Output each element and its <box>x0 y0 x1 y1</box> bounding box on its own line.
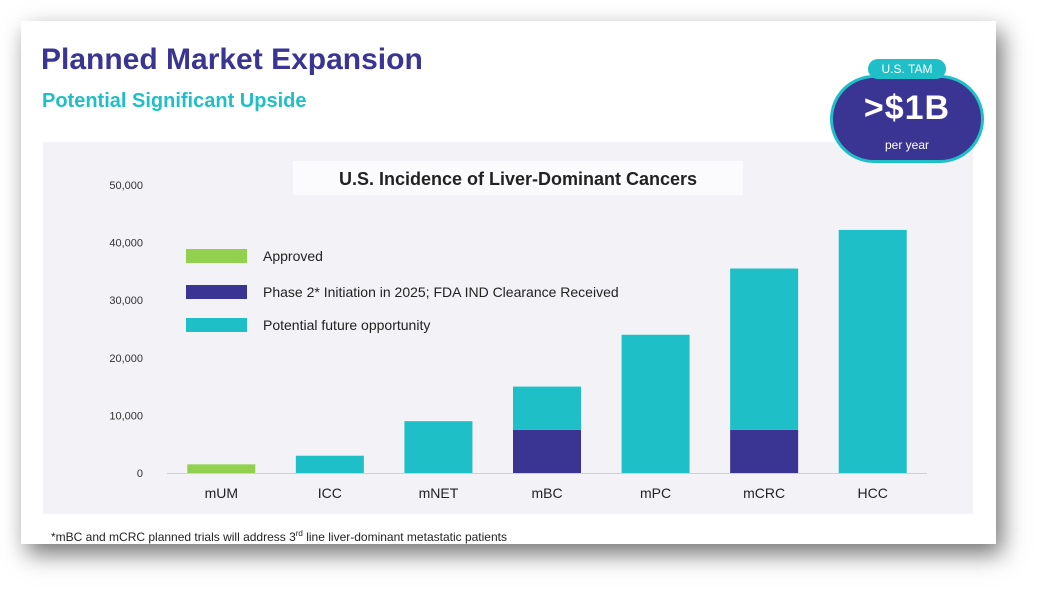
slide: Planned Market Expansion Potential Signi… <box>21 21 996 544</box>
legend-label: Phase 2* Initiation in 2025; FDA IND Cle… <box>263 284 619 300</box>
footnote-text: *mBC and mCRC planned trials will addres… <box>51 530 296 544</box>
legend-label: Approved <box>263 248 323 264</box>
bar-mUM-approved <box>187 464 256 473</box>
tam-unit: per year <box>884 138 930 152</box>
bar-mPC-future <box>621 334 690 473</box>
footnote: *mBC and mCRC planned trials will addres… <box>51 529 507 544</box>
footnote-text-end: line liver-dominant metastatic patients <box>302 530 507 544</box>
bar-mCRC-future <box>730 268 799 430</box>
tam-label: U.S. TAM <box>868 59 946 79</box>
bar-chart: U.S. Incidence of Liver-Dominant Cancers… <box>109 161 927 501</box>
x-tick-label: mCRC <box>743 485 785 501</box>
bar-HCC-future <box>838 229 907 473</box>
bar-ICC-future <box>295 455 364 473</box>
chart-title-box <box>293 161 743 195</box>
legend-swatch-phase2 <box>186 285 247 299</box>
chart-panel: U.S. Incidence of Liver-Dominant Cancers… <box>43 142 973 514</box>
x-tick-label: mPC <box>640 485 671 501</box>
y-tick-label: 30,000 <box>109 295 143 307</box>
tam-value: >$1B <box>863 89 951 127</box>
legend-swatch-future <box>186 318 247 332</box>
y-tick-label: 50,000 <box>109 180 143 192</box>
x-tick-label: mBC <box>531 485 562 501</box>
page-title: Planned Market Expansion <box>41 43 423 76</box>
bar-mBC-phase2 <box>513 429 581 473</box>
page-subtitle: Potential Significant Upside <box>42 90 307 112</box>
x-tick-label: HCC <box>858 485 888 501</box>
footnote-superscript: rd <box>295 529 303 538</box>
x-tick-label: ICC <box>318 485 342 501</box>
bar-mBC-future <box>513 386 581 430</box>
x-tick-label: mNET <box>419 485 459 501</box>
chart-title: U.S. Incidence of Liver-Dominant Cancers <box>339 169 697 189</box>
y-tick-label: 40,000 <box>109 238 143 250</box>
bar-mNET-future <box>404 421 473 473</box>
tam-badge: >$1B per year <box>830 75 984 163</box>
x-tick-label: mUM <box>205 485 238 501</box>
legend-label: Potential future opportunity <box>263 317 430 333</box>
y-tick-label: 0 <box>137 468 143 480</box>
y-tick-label: 20,000 <box>109 353 143 365</box>
legend-swatch-approved <box>186 249 247 263</box>
bar-mCRC-phase2 <box>730 429 799 473</box>
y-tick-label: 10,000 <box>109 410 143 422</box>
